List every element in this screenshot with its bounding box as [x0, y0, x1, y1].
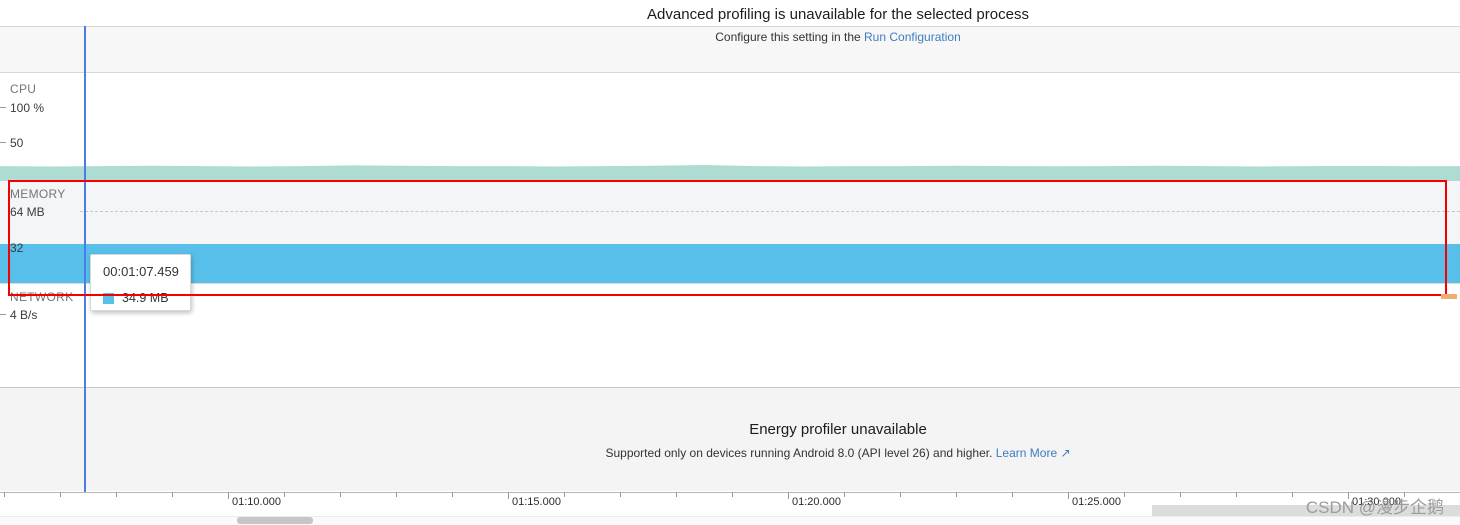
memory-32-tick-label: 32: [10, 241, 24, 255]
timeline-major-tick: [1348, 492, 1349, 499]
timeline-minor-tick: [900, 492, 901, 497]
timeline-major-tick: [508, 492, 509, 499]
timeline-scrollbar-track[interactable]: [0, 516, 1460, 525]
tooltip-time: 00:01:07.459: [103, 264, 179, 279]
energy-subtitle-text: Supported only on devices running Androi…: [605, 446, 996, 460]
time-selection-line[interactable]: [84, 26, 86, 492]
memory-tooltip: 00:01:07.459 34.9 MB: [90, 254, 191, 311]
timeline-minor-tick: [844, 492, 845, 497]
network-4bs-tick: [0, 314, 6, 315]
timeline-minor-tick: [1292, 492, 1293, 497]
timeline-minor-tick: [1180, 492, 1181, 497]
timeline-minor-tick: [564, 492, 565, 497]
tooltip-series-row: 34.9 MB: [103, 291, 169, 305]
timeline-major-tick: [1068, 492, 1069, 499]
watermark-band: [1152, 505, 1460, 516]
timeline-minor-tick: [60, 492, 61, 497]
timeline-tick-label: 01:20.000: [792, 496, 841, 508]
timeline-minor-tick: [4, 492, 5, 497]
timeline-minor-tick: [452, 492, 453, 497]
timeline-scrollbar-thumb[interactable]: [237, 517, 313, 524]
memory-64mb-gridline: [80, 211, 1460, 212]
timeline-minor-tick: [172, 492, 173, 497]
network-section-label[interactable]: NETWORK: [10, 290, 74, 304]
learn-more-link[interactable]: Learn More ↗: [995, 446, 1071, 460]
energy-title: Energy profiler unavailable: [749, 421, 927, 438]
timeline-minor-tick: [1012, 492, 1013, 497]
cpu-50-tick-label: 50: [10, 136, 24, 150]
timeline-minor-tick: [396, 492, 397, 497]
cpu-50-tick: [0, 142, 6, 143]
energy-subtitle: Supported only on devices running Androi…: [605, 446, 1070, 460]
timeline-minor-tick: [116, 492, 117, 497]
timeline-minor-tick: [284, 492, 285, 497]
timeline-minor-tick: [1404, 492, 1405, 497]
timeline-minor-tick: [956, 492, 957, 497]
cpu-100-tick-label: 100 %: [10, 101, 45, 115]
timeline-minor-tick: [676, 492, 677, 497]
memory-baseline: [0, 283, 1460, 284]
banner-title: Advanced profiling is unavailable for th…: [647, 6, 1029, 23]
cpu-usage-area-chart[interactable]: [0, 73, 1460, 181]
advanced-profiling-banner: [0, 26, 1460, 73]
memory-64mb-tick-label: 64 MB: [10, 205, 45, 219]
timeline-minor-tick: [340, 492, 341, 497]
cpu-100-tick: [0, 107, 6, 108]
timeline-tick-label: 01:15.000: [512, 496, 561, 508]
cpu-section-label[interactable]: CPU: [10, 82, 37, 96]
timeline-major-tick: [788, 492, 789, 499]
banner-subtitle: Configure this setting in the Run Config…: [715, 30, 961, 44]
banner-subtitle-text: Configure this setting in the: [715, 30, 865, 44]
memory-series-swatch-icon: [103, 292, 114, 304]
timeline-minor-tick: [732, 492, 733, 497]
timeline-tick-label: 01:10.000: [232, 496, 281, 508]
timeline-minor-tick: [620, 492, 621, 497]
orange-range-marker: [1441, 294, 1457, 299]
timeline-tick-label: 01:25.000: [1072, 496, 1121, 508]
energy-section: Energy profiler unavailable Supported on…: [0, 387, 1460, 491]
watermark-text: CSDN @漫步企鹅: [1305, 498, 1444, 517]
timeline-minor-tick: [1124, 492, 1125, 497]
timeline-minor-tick: [1236, 492, 1237, 497]
tooltip-value: 34.9 MB: [122, 291, 169, 305]
network-4bs-tick-label: 4 B/s: [10, 308, 38, 322]
memory-usage-area-chart[interactable]: [0, 244, 1460, 283]
timeline-axis[interactable]: [0, 492, 1460, 493]
timeline-major-tick: [228, 492, 229, 499]
run-configuration-link[interactable]: Run Configuration: [864, 30, 961, 44]
memory-section-label[interactable]: MEMORY: [10, 187, 66, 201]
